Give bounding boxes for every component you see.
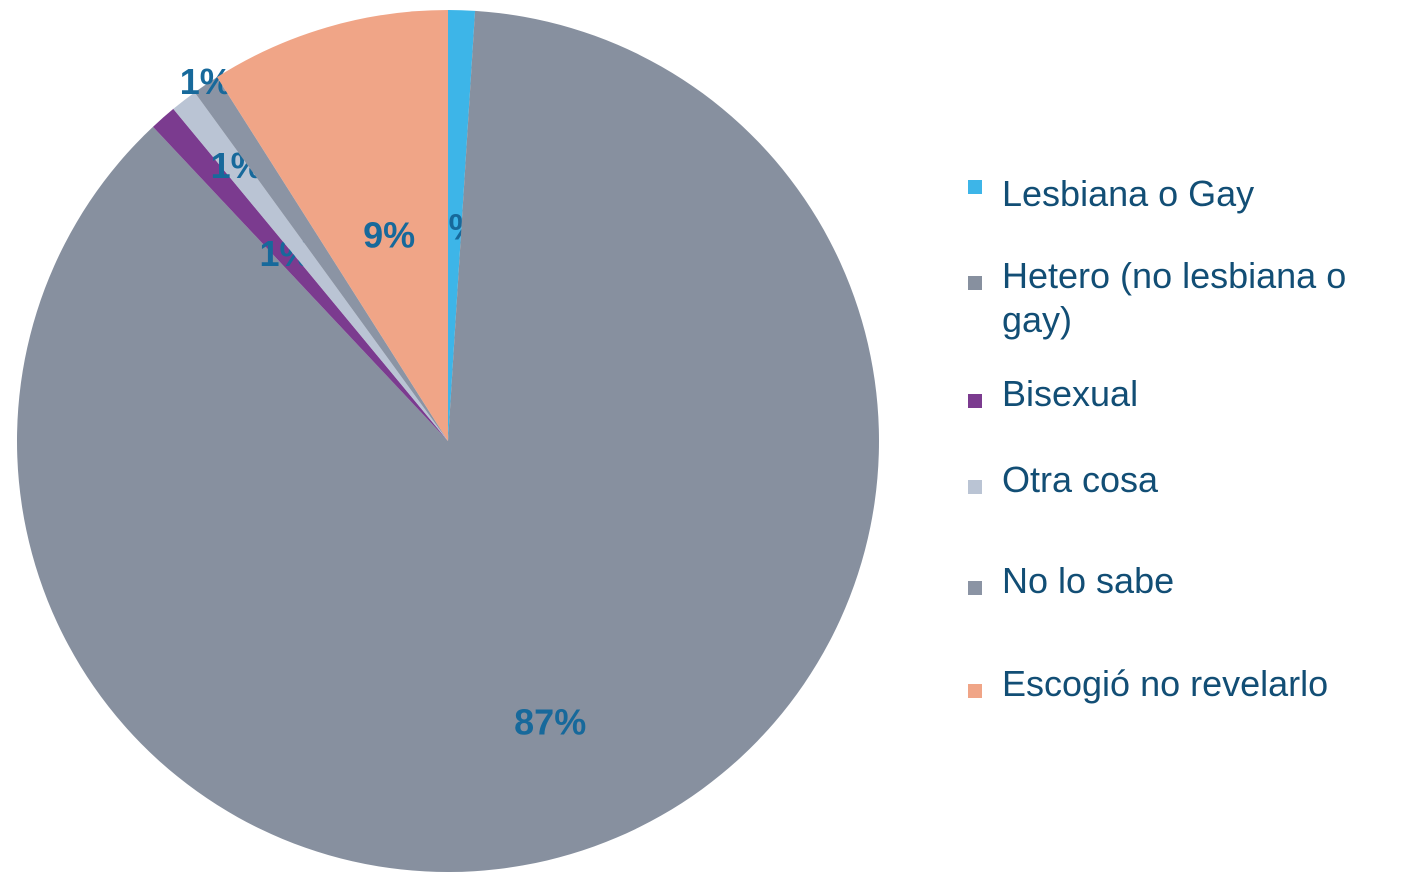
pie: 1%87%1%1%1%9% [16,9,879,873]
legend-item: No lo sabe [968,559,1388,603]
pie-slice [194,77,448,441]
pie-slice [217,9,448,441]
pie-slice [16,10,879,873]
legend-swatch [968,276,982,290]
legend-swatch [968,581,982,595]
legend-label: Bisexual [1002,373,1139,414]
legend-label: No lo sabe [1002,560,1175,601]
pie-slice [448,10,476,441]
pie-slice [152,108,448,442]
legend-swatch [968,394,982,408]
legend-label: Lesbiana o Gay [1002,173,1255,214]
legend-item: Hetero (no lesbiana o gay) [968,254,1388,342]
legend-item: Otra cosa [968,458,1388,502]
legend-item: Bisexual [968,372,1388,416]
legend-swatch [968,684,982,698]
legend-swatch [968,180,982,194]
data-label: 9% [363,215,415,256]
pie-slice [173,92,448,442]
legend-label: Otra cosa [1002,459,1159,500]
legend-item: Lesbiana o Gay [968,172,1388,216]
legend-swatch [968,480,982,494]
data-label: 87% [514,701,586,742]
legend-label: Escogió no revelarlo [1002,663,1329,704]
legend-label: Hetero (no lesbiana o gay) [1002,255,1347,340]
legend-item: Escogió no revelarlo [968,662,1388,706]
